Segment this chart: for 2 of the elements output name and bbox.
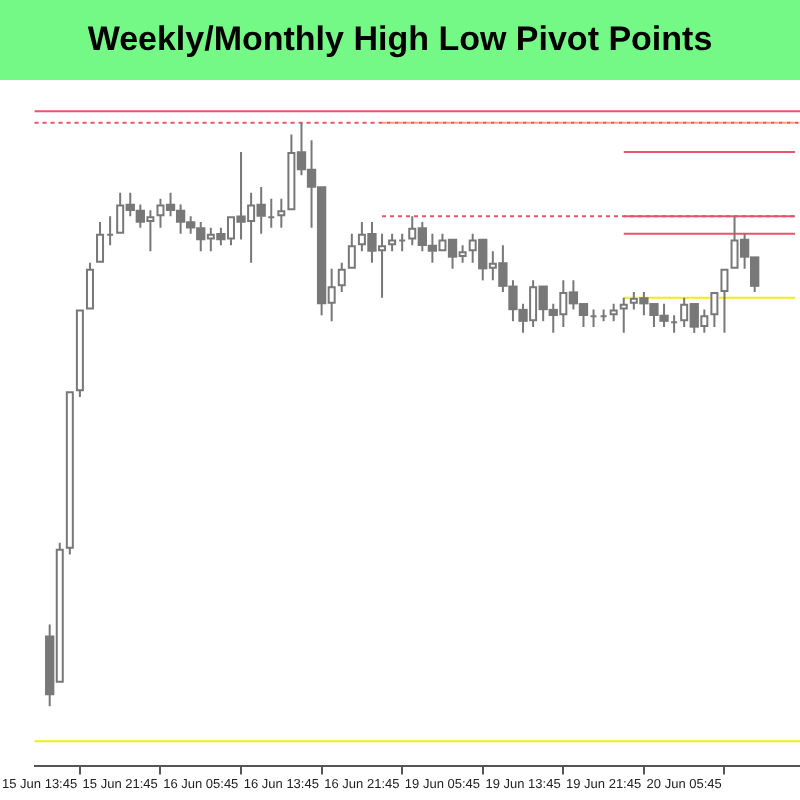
banner: Weekly/Monthly High Low Pivot Points	[0, 0, 800, 80]
chart-title: Weekly/Monthly High Low Pivot Points	[87, 20, 713, 60]
